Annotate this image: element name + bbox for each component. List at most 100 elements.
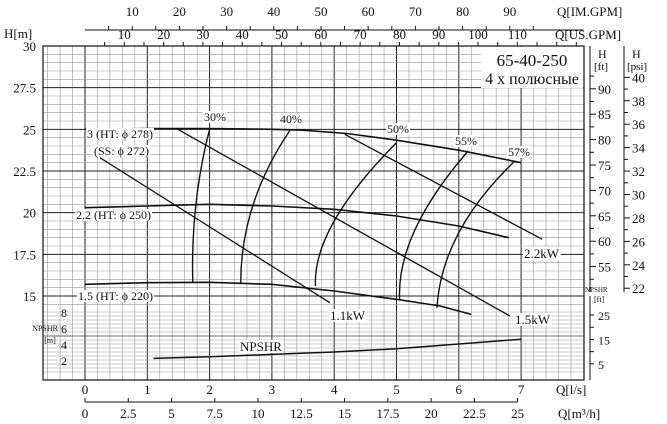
x-axis-label-usgpm: Q[US.GPM] [555,27,621,42]
label-background [279,113,303,125]
x-tick-label: 0 [82,406,89,421]
label-background [514,313,552,326]
label-background [77,290,155,302]
npshr-curve [153,338,522,360]
power-line [99,157,331,304]
x-tick-label: 60 [362,4,375,19]
y-tick-label: 90 [598,82,611,97]
x-tick-label: 5 [393,382,400,397]
x-tick-label: 4 [331,382,338,397]
label-background [86,128,155,140]
x-tick-label: 30 [220,4,233,19]
y-tick-label: 32 [632,164,645,179]
label-background [239,340,284,353]
curves [84,127,543,360]
y-tick-label: 40 [632,70,645,85]
y-axis-label-psi: H [632,47,641,61]
plot-frame [42,45,585,381]
y-tick-label: 85 [598,107,611,122]
x-tick-label: 50 [314,4,327,19]
power-label: 2.2kW [524,246,560,261]
x-tick-label: 12.5 [290,406,313,421]
x-tick-label: 22.5 [463,406,486,421]
npshr-ft-label: NPSHR [585,286,608,294]
y-tick-label: 70 [598,183,611,198]
power-label: 1.5kW [515,312,551,327]
y-tick-label: 25 [598,309,610,323]
x-tick-label: 25 [511,406,524,421]
label-background [329,309,367,322]
x-tick-label: 40 [267,4,280,19]
power-label: 1.1kW [330,308,366,323]
x-tick-label: 80 [456,4,469,19]
x-tick-label: 20 [425,406,438,421]
y-tick-label: 55 [598,260,611,275]
efficiency-curve [398,150,469,300]
label-background [507,146,531,158]
x-axis-label: Q[l/s] [556,382,586,397]
x-tick-label: 30 [196,27,209,42]
head-curve-label: 1.5 (HT: ϕ 220) [78,289,153,303]
y-tick-label: 75 [598,158,611,173]
label-background [93,145,150,157]
head-curve-label: 2.2 (HT: ϕ 250) [76,208,151,222]
x-tick-label: 70 [409,4,422,19]
head-curve-label: (SS: ϕ 272) [94,144,149,158]
y-tick-label: 28 [632,211,645,226]
y-tick-label: 36 [632,117,646,132]
x-tick-label: 40 [236,27,249,42]
y-axis-unit-psi: [psi] [627,61,647,73]
x-tick-label: 6 [456,382,463,397]
x-tick-label: 20 [173,4,186,19]
label-background [386,123,410,135]
efficiency-curve [314,142,397,287]
npshr-label: NPSHR [240,339,282,354]
npshr-ft-unit: [ft] [594,295,605,304]
npshr-tick-label: 8 [61,306,67,320]
x-tick-label: 80 [393,27,406,42]
x-tick-label: 10 [118,27,131,42]
x-tick-label: 7 [518,382,525,397]
npshr-tick-label: 4 [61,338,67,352]
y-tick-label: 15 [598,333,610,347]
efficiency-label: 55% [455,134,477,148]
head-curve [84,203,509,239]
x-tick-label: 15 [338,406,351,421]
power-line [177,128,511,317]
x-tick-label: 2.5 [120,406,136,421]
x-tick-label: 5 [168,406,175,421]
y-tick-label: 17.5 [13,247,36,262]
y-tick-label: 34 [632,141,646,156]
label-background [75,209,153,221]
x-tick-label: 1 [144,382,151,397]
x-tick-label: 10 [126,4,139,19]
efficiency-label: 30% [204,110,226,124]
chart-subtitle: 4 х полюсные [485,71,579,88]
y-tick-label: 80 [598,133,611,148]
x-tick-label: 110 [508,27,527,42]
x-tick-label: 0 [82,382,89,397]
efficiency-curve [191,129,211,283]
head-curve [84,127,522,164]
x-tick-label: 3 [269,382,276,397]
y-tick-label: 30 [632,188,645,203]
x-tick-label: 100 [468,27,488,42]
y-tick-label: 26 [632,234,646,249]
title-box: 65-40-250 4 х полюсные [481,47,583,88]
x-tick-label: 90 [503,4,516,19]
y-tick-label: 15 [23,289,36,304]
x-axis-label-imgpm: Q[IM.GPM] [557,4,622,19]
head-curve [84,281,472,316]
y-tick-label: 60 [598,234,611,249]
y-tick-label: 25 [23,122,36,137]
efficiency-curve [436,160,516,308]
npshr-axis-unit: [m] [44,336,56,345]
efficiency-label: 50% [387,122,409,136]
chart-title: 65-40-250 [497,51,568,70]
x-tick-label: 20 [157,27,170,42]
efficiency-label: 57% [508,145,530,159]
npshr-axis-label: NPSHR [32,324,58,333]
label-background [203,111,227,123]
x-axis-label-m3h: Q[m³/h] [558,406,600,421]
